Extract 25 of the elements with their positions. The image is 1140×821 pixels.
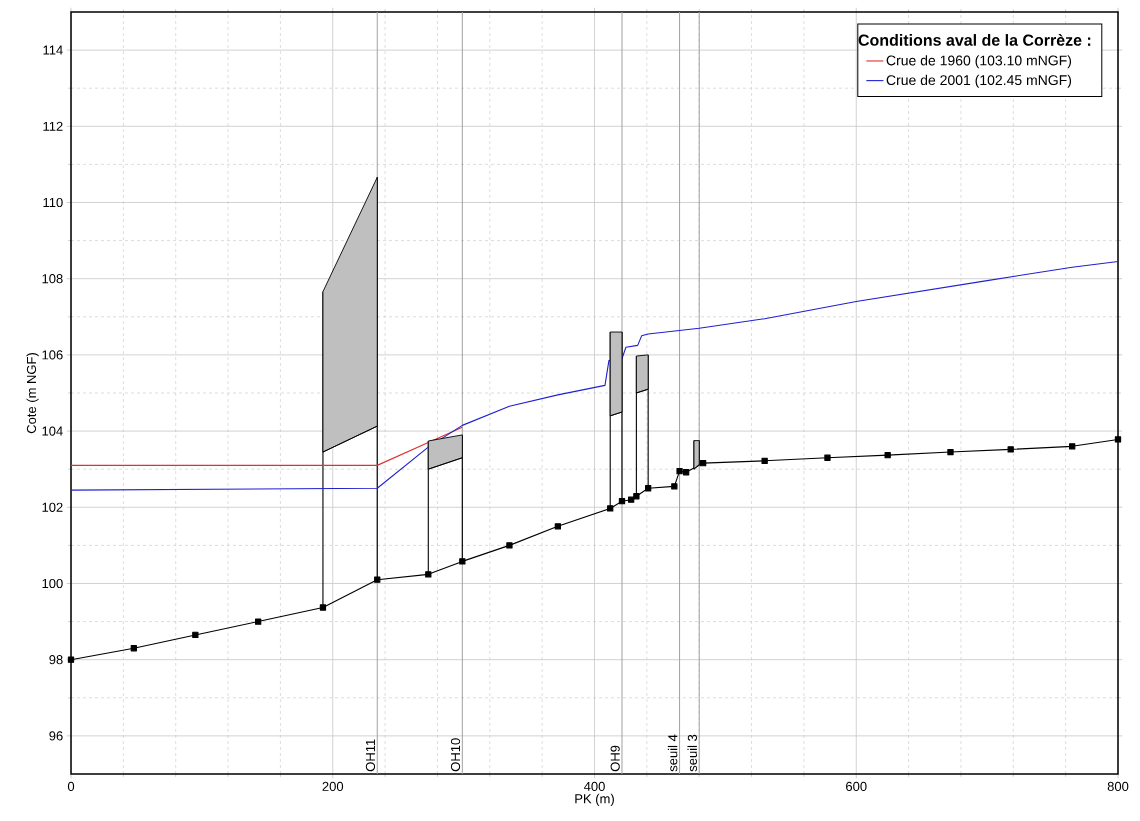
x-tick-label: 600 (846, 781, 867, 791)
x-tick-label: 400 (583, 781, 605, 791)
ref-line-label: OH11 (365, 739, 376, 772)
y-axis-title: Cote (m NGF) (26, 352, 39, 434)
x-tick-label: 800 (1107, 781, 1129, 791)
x-tick-label: 0 (67, 781, 75, 791)
ref-line-label: OH10 (450, 738, 461, 772)
y-tick-label: 104 (42, 426, 63, 436)
ref-line-label: seuil 3 (687, 734, 697, 772)
y-tick-label: 110 (43, 197, 63, 208)
y-tick-label: 106 (42, 350, 63, 360)
legend-label: Crue de 2001 (102.45 mNGF) (886, 74, 1072, 88)
y-tick-label: 114 (43, 45, 63, 55)
y-tick-label: 108 (42, 274, 63, 284)
x-tick-label: 200 (322, 781, 344, 791)
y-tick-label: 112 (43, 121, 63, 131)
y-tick-label: 102 (42, 502, 63, 512)
ref-line-label: OH9 (610, 745, 620, 772)
legend-label: Crue de 1960 (103.10 mNGF) (886, 55, 1072, 69)
y-tick-label: 98 (49, 655, 63, 665)
y-tick-label: 100 (42, 578, 63, 589)
y-tick-label: 96 (49, 731, 63, 741)
x-axis-title: PK (m) (575, 793, 614, 806)
ref-line-label: seuil 4 (667, 734, 678, 772)
legend-title: Conditions aval de la Corrèze : (858, 33, 1091, 46)
